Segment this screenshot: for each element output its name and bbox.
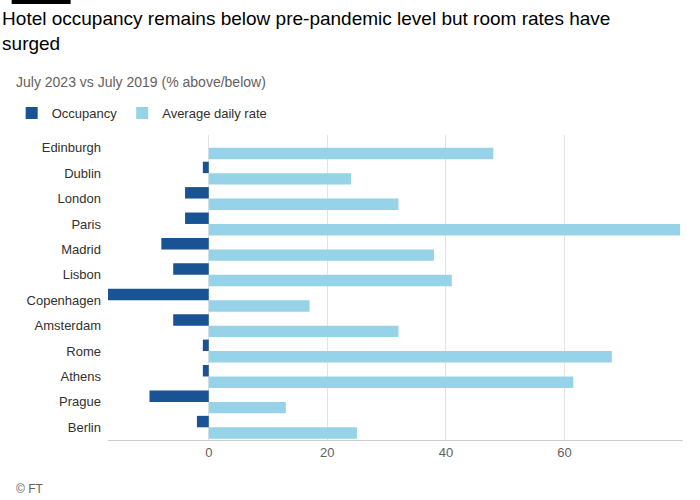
svg-text:Occupancy: Occupancy [52,106,118,121]
svg-text:Athens: Athens [61,369,102,384]
svg-text:Edinburgh: Edinburgh [42,140,101,155]
svg-text:Dublin: Dublin [64,166,101,181]
svg-text:Berlin: Berlin [68,420,101,435]
svg-text:Copenhagen: Copenhagen [27,293,101,308]
svg-text:0: 0 [205,445,212,460]
svg-text:Paris: Paris [71,217,101,232]
svg-text:20: 20 [320,445,334,460]
svg-text:London: London [58,191,101,206]
svg-text:Hotel occupancy remains below: Hotel occupancy remains below pre-pandem… [2,8,610,54]
svg-text:© FT: © FT [16,482,44,496]
svg-text:Rome: Rome [66,344,101,359]
svg-text:Lisbon: Lisbon [63,267,101,282]
svg-text:July 2023 vs July 2019 (% abov: July 2023 vs July 2019 (% above/below) [16,74,266,90]
svg-text:Average daily rate: Average daily rate [162,106,267,121]
svg-text:Amsterdam: Amsterdam [35,318,101,333]
svg-text:Madrid: Madrid [61,242,101,257]
svg-text:60: 60 [557,445,571,460]
svg-text:40: 40 [439,445,453,460]
svg-text:Prague: Prague [59,394,101,409]
